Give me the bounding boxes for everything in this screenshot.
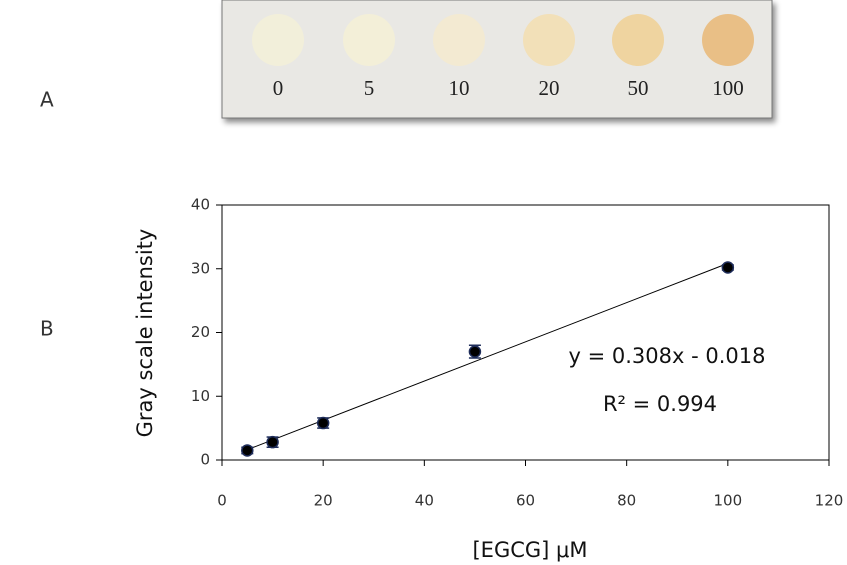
- point: [266, 435, 279, 449]
- x-tick-label: 80: [617, 492, 636, 510]
- x-tick-label: 40: [415, 492, 434, 510]
- spot: [252, 14, 304, 66]
- panel-label: B: [40, 317, 54, 341]
- test-strip: [221, 0, 773, 119]
- x-tick-label: 60: [516, 492, 535, 510]
- spot: [343, 14, 395, 66]
- x-tick-label: 0: [217, 492, 227, 510]
- point: [241, 444, 254, 457]
- point: [316, 416, 330, 430]
- spot: [612, 14, 664, 66]
- y-axis-label: Gray scale intensity: [133, 229, 157, 438]
- x-axis-label: [EGCG] μM: [472, 538, 587, 562]
- strip-label: 0: [273, 76, 284, 100]
- strip-label: 5: [364, 76, 375, 100]
- strip-label: 20: [539, 76, 560, 100]
- equation: y = 0.308x - 0.018: [569, 344, 766, 368]
- strip-labels: 0 5 10 20 50 100: [273, 76, 744, 100]
- y-tick-label: 0: [200, 451, 210, 469]
- x-tick-label: 20: [314, 492, 333, 510]
- x-tick-label: 120: [815, 492, 844, 510]
- strip-label: 10: [449, 76, 470, 100]
- y-tick-label: 10: [191, 387, 210, 405]
- y-tick-label: 40: [191, 196, 210, 214]
- y-tick-label: 20: [191, 323, 210, 341]
- spot: [433, 14, 485, 66]
- point: [468, 345, 482, 358]
- plot-frame: [221, 204, 830, 461]
- strip-label: 100: [712, 76, 744, 100]
- point: [721, 261, 735, 274]
- spots: [252, 14, 754, 66]
- panel-label: A: [40, 88, 54, 112]
- spot: [702, 14, 754, 66]
- r-squared: R² = 0.994: [603, 392, 717, 416]
- strip-label: 50: [628, 76, 649, 100]
- spot: [523, 14, 575, 66]
- y-tick-label: 30: [191, 259, 210, 277]
- x-tick-label: 100: [714, 492, 743, 510]
